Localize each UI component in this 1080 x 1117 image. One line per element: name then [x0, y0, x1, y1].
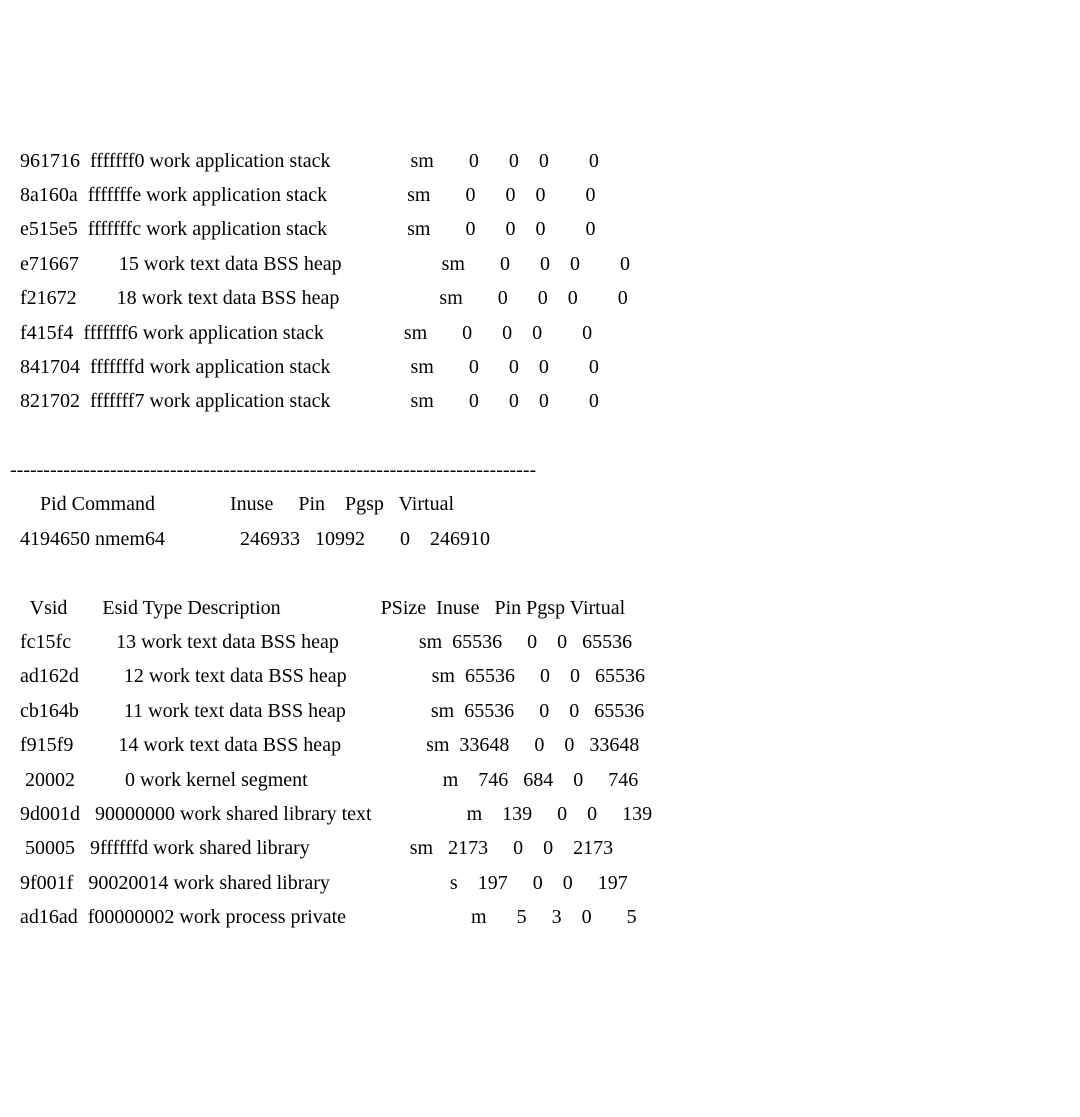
- memory-report: 961716 fffffff0 work application stack s…: [10, 144, 1070, 935]
